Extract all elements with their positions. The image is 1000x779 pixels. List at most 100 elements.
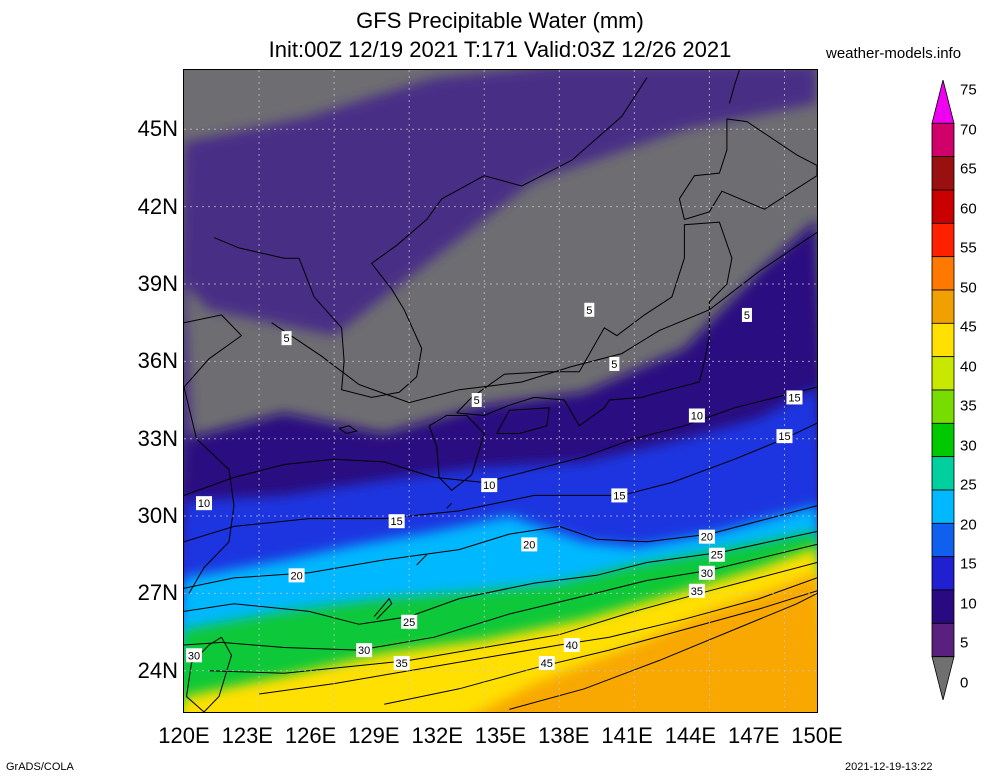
shikoku xyxy=(496,407,550,434)
contour-label: 15 xyxy=(788,392,800,404)
hokkaido xyxy=(678,118,817,220)
lat-tick-label: 24N xyxy=(137,657,178,683)
contour-5-north xyxy=(271,231,817,404)
colorbar-segment xyxy=(931,422,955,458)
contour-25 xyxy=(184,531,817,625)
lat-tick-label: 42N xyxy=(137,193,178,219)
contour-label-box xyxy=(688,408,705,423)
contour-label: 25 xyxy=(711,550,723,562)
colorbar-label: 0 xyxy=(960,674,969,691)
contour-label-box xyxy=(609,356,620,371)
lon-tick-label: 120E xyxy=(158,723,210,748)
contour-label-box xyxy=(708,547,725,562)
lon-tick-label: 135E xyxy=(474,723,527,748)
contour-label: 10 xyxy=(691,410,703,422)
colorbar-segment xyxy=(931,289,955,324)
orange-band xyxy=(479,572,817,712)
colorbar-label: 30 xyxy=(960,437,977,454)
colorbar-segment xyxy=(931,256,955,291)
colorbar-segment xyxy=(931,489,955,524)
contour-label: 20 xyxy=(701,532,713,544)
cheju xyxy=(338,425,358,435)
colorbar-label: 50 xyxy=(960,279,977,296)
contour-label: 15 xyxy=(391,516,403,528)
colorbar-label: 70 xyxy=(960,121,977,138)
lat-tick-label: 30N xyxy=(137,503,178,529)
coastlines xyxy=(184,70,817,712)
lon-tick-label: 138E xyxy=(538,723,590,748)
contour-label: 15 xyxy=(778,431,790,443)
kyushu xyxy=(428,415,485,491)
purple-band xyxy=(184,70,817,712)
contour-label: 35 xyxy=(396,658,408,670)
colorbar-segment xyxy=(931,189,955,224)
contour-label-box xyxy=(471,393,482,408)
colorbar-segment xyxy=(931,156,955,191)
contour-label: 30 xyxy=(701,568,713,580)
ryukyu-1 xyxy=(373,597,393,620)
contour-label-box xyxy=(288,568,305,583)
contour-label: 20 xyxy=(290,570,302,582)
contour-label-box xyxy=(563,637,580,652)
contour-label-box xyxy=(196,496,213,511)
contour-label: 5 xyxy=(474,395,480,407)
contour-20 xyxy=(184,505,817,589)
contour-label-box xyxy=(521,537,538,552)
lon-tick-label: 144E xyxy=(664,723,717,748)
contour-label: 10 xyxy=(483,480,495,492)
contour-label-box xyxy=(786,390,803,405)
colorbar-label: 25 xyxy=(960,476,977,494)
contour-label-box xyxy=(611,488,628,503)
timestamp: 2021-12-19-13:22 xyxy=(845,761,933,773)
map-title: GFS Precipitable Water (mm) xyxy=(356,8,644,33)
colorbar-segment xyxy=(931,456,955,491)
contour-label-box xyxy=(776,429,793,444)
lat-tick-label: 33N xyxy=(137,425,178,451)
lon-tick-label: 141E xyxy=(601,723,653,748)
lon-tick-label: 132E xyxy=(411,723,463,748)
contour-label-box xyxy=(401,614,418,629)
contour-label: 5 xyxy=(744,310,750,322)
software-credit: GrADS/COLA xyxy=(6,761,74,773)
bohai-coast xyxy=(213,237,300,259)
colorbar-label: 15 xyxy=(960,555,977,573)
contour-label: 35 xyxy=(691,586,703,598)
lat-tick-label: 45N xyxy=(137,116,178,142)
colorbar-label: 35 xyxy=(960,397,977,415)
ryukyu-2 xyxy=(416,554,428,566)
precipitable-water-map: 5555510151510101515202025203035455025403… xyxy=(184,70,817,712)
colorbar-label: 75 xyxy=(960,81,977,99)
contour-label-box xyxy=(186,648,203,663)
contour-label-box xyxy=(538,656,555,671)
contour-15 xyxy=(184,422,817,543)
contour-label-box xyxy=(356,643,373,658)
contour-label: 15 xyxy=(613,490,625,502)
contour-label-box xyxy=(688,583,705,598)
contour-label-box xyxy=(481,478,498,493)
taiwan xyxy=(185,636,233,712)
colorbar-segment xyxy=(931,222,955,258)
contour-labels: 5555510151510101515202025203035455025403… xyxy=(186,302,803,671)
lon-tick-label: 123E xyxy=(221,723,273,748)
colorbar-segment xyxy=(931,122,955,158)
lat-tick-label: 27N xyxy=(137,580,178,606)
lat-tick-label: 39N xyxy=(137,271,178,296)
contour-label: 25 xyxy=(403,617,415,629)
lon-tick-label: 147E xyxy=(727,723,780,748)
russia-coast xyxy=(441,77,648,200)
colorbar-segment xyxy=(931,356,955,391)
contour-label: 45 xyxy=(541,658,553,670)
contour-label-box xyxy=(584,302,595,317)
honshu xyxy=(456,221,733,427)
lon-tick-label: 150E xyxy=(791,723,843,748)
colorbar-segment xyxy=(931,589,955,624)
colorbar-label: 55 xyxy=(960,239,977,257)
contour-label-box xyxy=(698,529,715,544)
contour-label: 5 xyxy=(284,333,290,345)
colorbar xyxy=(931,80,955,700)
colorbar-label: 40 xyxy=(960,358,977,375)
contour-50 xyxy=(509,592,817,710)
lon-tick-label: 129E xyxy=(348,723,400,748)
colorbar-segment xyxy=(931,556,955,591)
site-credit: weather-models.info xyxy=(826,45,962,62)
